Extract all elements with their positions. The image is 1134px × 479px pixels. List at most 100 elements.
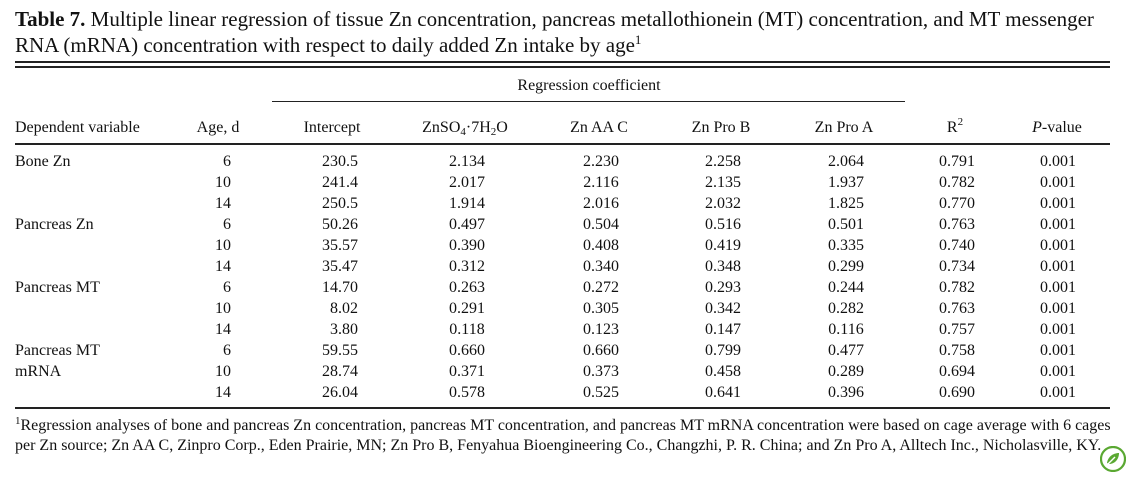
cell-r-squared: 0.694 bbox=[939, 363, 975, 380]
row-group-label: Pancreas MT bbox=[15, 279, 100, 296]
cell-zn-pro-a: 0.282 bbox=[828, 300, 864, 317]
cell-znso4: 0.371 bbox=[449, 363, 485, 380]
col-zn-pro-b: Zn Pro B bbox=[691, 119, 751, 136]
cell-znso4: 0.497 bbox=[449, 216, 485, 233]
cell-intercept: 26.04 bbox=[322, 384, 358, 401]
group-header-rule bbox=[272, 101, 905, 103]
cell-r-squared: 0.740 bbox=[939, 237, 975, 254]
cell-zn-pro-b: 0.342 bbox=[705, 300, 741, 317]
cell-intercept: 28.74 bbox=[322, 363, 358, 380]
col-p-value: P-value bbox=[1032, 119, 1082, 136]
cell-zn-aa-c: 0.660 bbox=[583, 342, 619, 359]
cell-zn-pro-b: 0.458 bbox=[705, 363, 741, 380]
cell-age: 14 bbox=[215, 258, 231, 275]
cell-zn-pro-b: 0.419 bbox=[705, 237, 741, 254]
table-label: Table 7. bbox=[15, 7, 86, 31]
cell-zn-pro-b: 0.516 bbox=[705, 216, 741, 233]
footnote-text: Regression analyses of bone and pancreas… bbox=[15, 417, 1111, 454]
cell-znso4: 2.017 bbox=[449, 174, 485, 191]
cell-zn-pro-b: 0.799 bbox=[705, 342, 741, 359]
cell-age: 6 bbox=[223, 153, 231, 170]
table-title: Multiple linear regression of tissue Zn … bbox=[15, 7, 1094, 57]
cell-intercept: 250.5 bbox=[322, 195, 358, 212]
cell-zn-pro-a: 0.501 bbox=[828, 216, 864, 233]
table-footnote: 1Regression analyses of bone and pancrea… bbox=[15, 416, 1113, 455]
cell-p-value: 0.001 bbox=[1040, 363, 1076, 380]
cell-znso4: 0.390 bbox=[449, 237, 485, 254]
cell-p-value: 0.001 bbox=[1040, 279, 1076, 296]
row-group-label: Pancreas Zn bbox=[15, 216, 94, 233]
cell-r-squared: 0.757 bbox=[939, 321, 975, 338]
cell-zn-pro-a: 0.244 bbox=[828, 279, 864, 296]
cell-znso4: 1.914 bbox=[449, 195, 485, 212]
cell-intercept: 35.57 bbox=[322, 237, 358, 254]
cell-zn-pro-a: 1.825 bbox=[828, 195, 864, 212]
cell-p-value: 0.001 bbox=[1040, 342, 1076, 359]
cell-zn-aa-c: 0.272 bbox=[583, 279, 619, 296]
col-age: Age, d bbox=[196, 119, 240, 136]
cell-age: 10 bbox=[215, 363, 231, 380]
cell-age: 6 bbox=[223, 342, 231, 359]
cell-r-squared: 0.690 bbox=[939, 384, 975, 401]
cell-znso4: 0.118 bbox=[449, 321, 485, 338]
cell-age: 10 bbox=[215, 174, 231, 191]
cell-zn-pro-b: 0.348 bbox=[705, 258, 741, 275]
caption-footnote-marker: 1 bbox=[634, 32, 642, 47]
cell-p-value: 0.001 bbox=[1040, 384, 1076, 401]
cell-r-squared: 0.763 bbox=[939, 216, 975, 233]
cell-zn-aa-c: 0.123 bbox=[583, 321, 619, 338]
cell-zn-pro-a: 2.064 bbox=[828, 153, 864, 170]
cell-zn-pro-b: 2.032 bbox=[705, 195, 741, 212]
cell-p-value: 0.001 bbox=[1040, 216, 1076, 233]
cell-age: 6 bbox=[223, 216, 231, 233]
cell-znso4: 0.291 bbox=[449, 300, 485, 317]
col-zn-pro-a: Zn Pro A bbox=[814, 119, 874, 136]
col-znso4: ZnSO4·7H2O bbox=[422, 119, 508, 138]
regression-coefficient-header: Regression coefficient bbox=[517, 77, 661, 94]
cell-age: 10 bbox=[215, 300, 231, 317]
cell-znso4: 0.263 bbox=[449, 279, 485, 296]
cell-intercept: 59.55 bbox=[322, 342, 358, 359]
row-group-label-continued: mRNA bbox=[15, 363, 62, 380]
cell-r-squared: 0.763 bbox=[939, 300, 975, 317]
cell-intercept: 35.47 bbox=[322, 258, 358, 275]
cell-znso4: 0.578 bbox=[449, 384, 485, 401]
cell-zn-aa-c: 0.373 bbox=[583, 363, 619, 380]
cell-zn-aa-c: 2.230 bbox=[583, 153, 619, 170]
bottom-rule bbox=[15, 407, 1110, 409]
cell-zn-pro-a: 0.396 bbox=[828, 384, 864, 401]
col-dependent-variable: Dependent variable bbox=[15, 119, 140, 136]
cell-zn-aa-c: 0.305 bbox=[583, 300, 619, 317]
cell-zn-pro-b: 0.641 bbox=[705, 384, 741, 401]
top-rule-2 bbox=[15, 66, 1110, 68]
cell-zn-pro-a: 0.116 bbox=[828, 321, 864, 338]
cell-p-value: 0.001 bbox=[1040, 258, 1076, 275]
cell-zn-pro-b: 2.258 bbox=[705, 153, 741, 170]
cell-p-value: 0.001 bbox=[1040, 300, 1076, 317]
cell-p-value: 0.001 bbox=[1040, 153, 1076, 170]
cell-zn-aa-c: 0.504 bbox=[583, 216, 619, 233]
table-caption: Table 7. Multiple linear regression of t… bbox=[15, 6, 1115, 58]
row-group-label: Bone Zn bbox=[15, 153, 71, 170]
cell-p-value: 0.001 bbox=[1040, 321, 1076, 338]
cell-r-squared: 0.782 bbox=[939, 174, 975, 191]
cell-zn-pro-b: 2.135 bbox=[705, 174, 741, 191]
cell-p-value: 0.001 bbox=[1040, 174, 1076, 191]
cell-r-squared: 0.770 bbox=[939, 195, 975, 212]
row-group-label: Pancreas MT bbox=[15, 342, 100, 359]
cell-p-value: 0.001 bbox=[1040, 237, 1076, 254]
cell-zn-aa-c: 0.408 bbox=[583, 237, 619, 254]
cell-zn-aa-c: 0.525 bbox=[583, 384, 619, 401]
cell-zn-pro-a: 1.937 bbox=[828, 174, 864, 191]
top-rule-1 bbox=[15, 61, 1110, 63]
cell-p-value: 0.001 bbox=[1040, 195, 1076, 212]
cell-intercept: 241.4 bbox=[322, 174, 358, 191]
cell-znso4: 0.660 bbox=[449, 342, 485, 359]
cell-zn-aa-c: 2.116 bbox=[583, 174, 619, 191]
cell-zn-pro-b: 0.147 bbox=[705, 321, 741, 338]
cell-age: 10 bbox=[215, 237, 231, 254]
cell-zn-pro-b: 0.293 bbox=[705, 279, 741, 296]
col-r-squared: R2 bbox=[946, 116, 964, 137]
cell-intercept: 50.26 bbox=[322, 216, 358, 233]
cell-zn-pro-a: 0.477 bbox=[828, 342, 864, 359]
